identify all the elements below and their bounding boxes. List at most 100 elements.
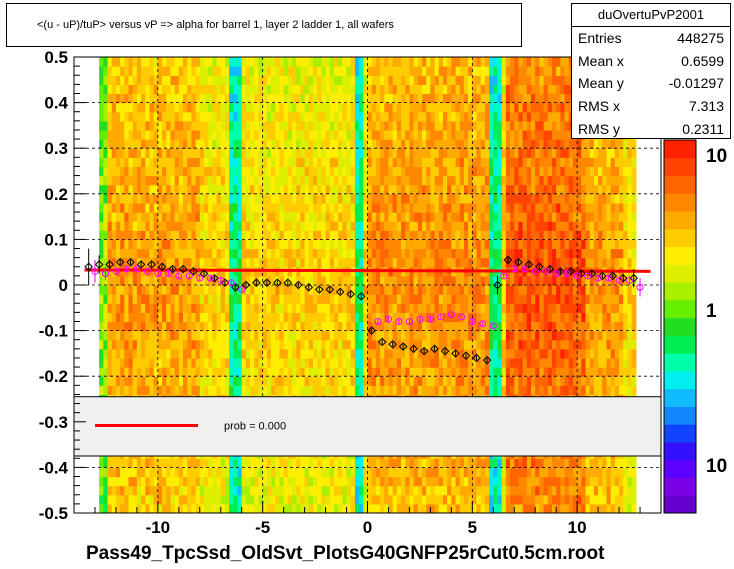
heatmap-cell bbox=[396, 303, 402, 313]
heatmap-cell bbox=[497, 221, 503, 231]
heatmap-cell bbox=[208, 111, 213, 122]
heatmap-cell bbox=[396, 102, 402, 113]
heatmap-cell bbox=[162, 175, 167, 186]
heatmap-cell bbox=[254, 175, 260, 186]
heatmap-cell bbox=[409, 75, 415, 85]
heatmap-cell bbox=[245, 312, 251, 323]
heatmap-cell bbox=[124, 376, 130, 386]
heatmap-cell bbox=[153, 102, 159, 113]
heatmap-cell bbox=[375, 303, 381, 313]
heatmap-cell bbox=[459, 166, 465, 177]
heatmap-cell bbox=[317, 367, 322, 377]
heatmap-cell bbox=[434, 339, 440, 350]
heatmap-cell bbox=[417, 467, 423, 478]
heatmap-cell bbox=[342, 93, 348, 104]
heatmap-cell bbox=[279, 57, 285, 67]
heatmap-cell bbox=[120, 175, 125, 186]
heatmap-cell bbox=[396, 184, 402, 195]
heatmap-cell bbox=[484, 248, 490, 259]
heatmap-cell bbox=[287, 458, 293, 468]
heatmap-cell bbox=[325, 84, 331, 95]
heatmap-cell bbox=[141, 221, 146, 231]
heatmap-cell bbox=[468, 321, 473, 332]
heatmap-cell bbox=[199, 303, 205, 313]
heatmap-cell bbox=[103, 458, 109, 468]
heatmap-cell bbox=[271, 148, 276, 158]
heatmap-cell bbox=[451, 57, 457, 67]
heatmap-cell bbox=[329, 248, 335, 259]
heatmap-cell bbox=[250, 202, 255, 213]
heatmap-cell bbox=[300, 303, 306, 313]
heatmap-cell bbox=[405, 230, 411, 240]
heatmap-cell bbox=[472, 239, 478, 250]
heatmap-cell bbox=[275, 503, 281, 513]
heatmap-cell bbox=[254, 148, 260, 158]
heatmap-cell bbox=[363, 321, 369, 332]
heatmap-cell bbox=[128, 367, 134, 377]
heatmap-cell bbox=[115, 93, 121, 104]
heatmap-cell bbox=[342, 294, 348, 304]
heatmap-cell bbox=[233, 476, 239, 487]
heatmap-cell bbox=[346, 175, 352, 186]
heatmap-cell bbox=[241, 339, 247, 350]
heatmap-cell bbox=[434, 285, 440, 295]
heatmap-cell bbox=[422, 212, 427, 222]
heatmap-cell bbox=[237, 75, 243, 85]
heatmap-cell bbox=[145, 111, 151, 122]
heatmap-cell bbox=[233, 367, 239, 377]
heatmap-cell bbox=[413, 458, 419, 468]
heatmap-cell bbox=[392, 376, 398, 386]
heatmap-cell bbox=[128, 458, 134, 468]
heatmap-cell bbox=[153, 212, 159, 222]
heatmap-cell bbox=[321, 248, 327, 259]
heatmap-cell bbox=[304, 312, 310, 323]
heatmap-cell bbox=[162, 184, 167, 195]
heatmap-cell bbox=[442, 385, 448, 396]
heatmap-cell bbox=[342, 476, 348, 487]
heatmap-cell bbox=[195, 367, 201, 377]
heatmap-cell bbox=[472, 66, 478, 76]
heatmap-cell bbox=[149, 202, 155, 213]
heatmap-cell bbox=[275, 120, 281, 131]
heatmap-cell bbox=[266, 148, 272, 158]
heatmap-cell bbox=[166, 294, 172, 304]
heatmap-cell bbox=[325, 212, 331, 222]
heatmap-cell bbox=[426, 275, 431, 286]
heatmap-cell bbox=[99, 485, 104, 496]
heatmap-cell bbox=[183, 494, 188, 505]
heatmap-cell bbox=[409, 230, 415, 240]
heatmap-cell bbox=[510, 285, 515, 295]
heatmap-cell bbox=[308, 312, 314, 323]
heatmap-cell bbox=[166, 285, 172, 295]
heatmap-cell bbox=[178, 257, 184, 268]
heatmap-cell bbox=[120, 84, 125, 95]
heatmap-cell bbox=[501, 248, 507, 259]
heatmap-cell bbox=[375, 467, 381, 478]
heatmap-cell bbox=[463, 166, 469, 177]
heatmap-cell bbox=[514, 248, 520, 259]
heatmap-cell bbox=[384, 111, 390, 122]
heatmap-cell bbox=[413, 184, 419, 195]
heatmap-cell bbox=[354, 111, 360, 122]
heatmap-cell bbox=[312, 93, 318, 104]
heatmap-cell bbox=[510, 467, 515, 478]
heatmap-cell bbox=[208, 184, 213, 195]
heatmap-cell bbox=[300, 75, 306, 85]
heatmap-cell bbox=[384, 485, 390, 496]
heatmap-cell bbox=[472, 129, 478, 140]
heatmap-cell bbox=[409, 221, 415, 231]
heatmap-cell bbox=[241, 175, 247, 186]
heatmap-cell bbox=[149, 266, 155, 277]
heatmap-cell bbox=[371, 230, 377, 240]
heatmap-cell bbox=[350, 193, 356, 204]
heatmap-cell bbox=[275, 57, 281, 67]
heatmap-cell bbox=[417, 285, 423, 295]
heatmap-cell bbox=[120, 102, 125, 113]
heatmap-cell bbox=[220, 321, 226, 332]
heatmap-cell bbox=[422, 467, 427, 478]
heatmap-cell bbox=[107, 230, 113, 240]
heatmap-cell bbox=[321, 467, 327, 478]
heatmap-cell bbox=[224, 275, 230, 286]
heatmap-cell bbox=[430, 166, 436, 177]
heatmap-cell bbox=[468, 467, 473, 478]
